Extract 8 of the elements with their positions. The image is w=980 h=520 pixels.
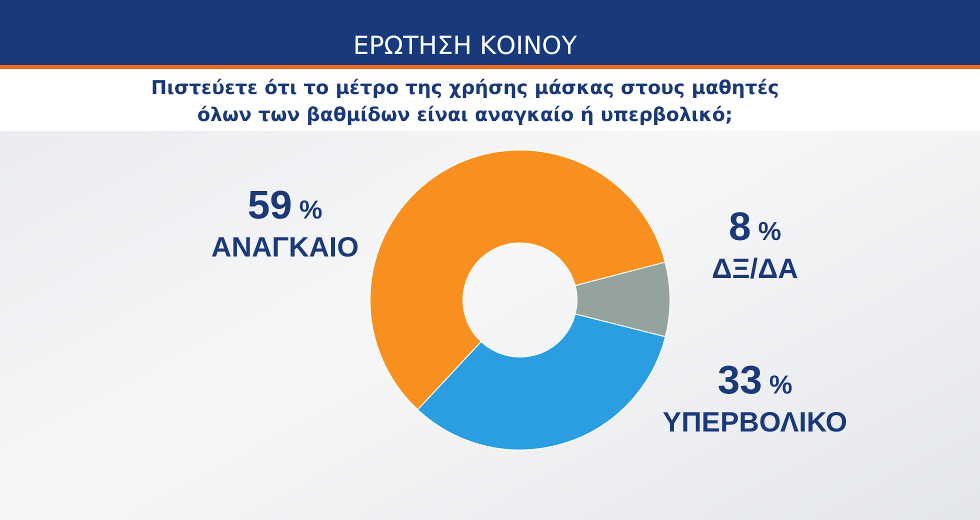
chart-title: ΕΡΩΤΗΣΗ ΚΟΙΝΟΥ bbox=[353, 31, 578, 60]
slice-label: ΔΞ/ΔΑ bbox=[712, 252, 798, 284]
data-label: 8 % bbox=[728, 204, 782, 249]
data-label: 33 % bbox=[718, 358, 792, 402]
slice-label: ΥΠΕΡΒΟΛΙΚΟ bbox=[662, 406, 848, 438]
data-label: 59 % bbox=[248, 184, 322, 228]
slice-label: ΑΝΑΓΚΑΙΟ bbox=[211, 232, 359, 263]
chart-subtitle: Πιστεύετε ότι το μέτρο της χρήσης μάσκας στους μαθητές όλων των βαθμίδων είναι αναγκαίο ή υπερβολικό; bbox=[150, 77, 780, 126]
